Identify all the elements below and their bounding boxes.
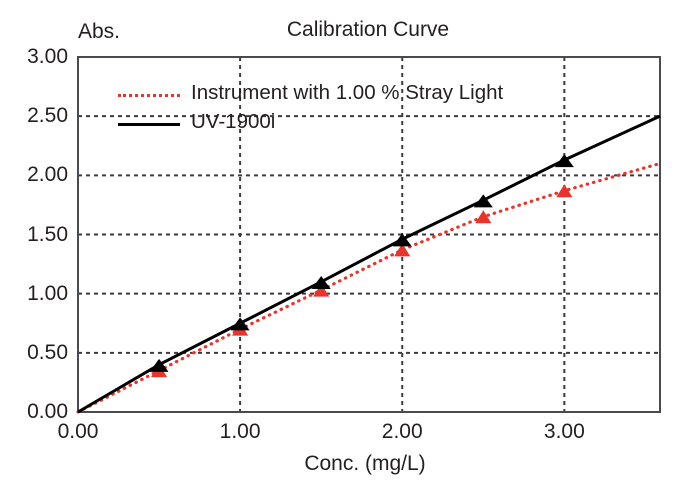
y-tick-label: 2.00 [27,163,68,187]
x-tick-label: 1.00 [219,420,261,443]
legend-item-stray-light: Instrument with 1.00 % Stray Light [118,79,638,108]
plot-frame [77,56,661,413]
y-axis-label: Abs. [78,20,121,43]
x-tick-label: 0.00 [57,420,99,443]
y-tick-label: 3.00 [27,45,68,68]
data-series [76,114,662,414]
legend-label-stray-light: Instrument with 1.00 % Stray Light [191,81,504,105]
y-tick-label: 0.00 [27,400,68,423]
x-tick-label: 3.00 [543,420,585,443]
gridlines [78,57,660,412]
chart-title: Calibration Curve [286,18,450,41]
y-tick-label: 0.50 [27,340,68,364]
legend-label-uv-1900i: UV-1900i [191,110,276,134]
y-tick-label: 1.50 [27,222,68,246]
x-tick-label: 2.00 [381,420,423,443]
y-tick-label: 1.00 [27,281,68,305]
y-tick-label: 2.50 [27,104,68,128]
legend-item-uv-1900i: UV-1900i [118,108,638,137]
legend: Instrument with 1.00 % Stray Light UV-19… [118,79,638,137]
x-axis-label: Conc. (mg/L) [304,452,426,475]
legend-swatch-solid-line-icon [118,117,180,129]
legend-swatch-dotted-line-icon [118,88,180,100]
